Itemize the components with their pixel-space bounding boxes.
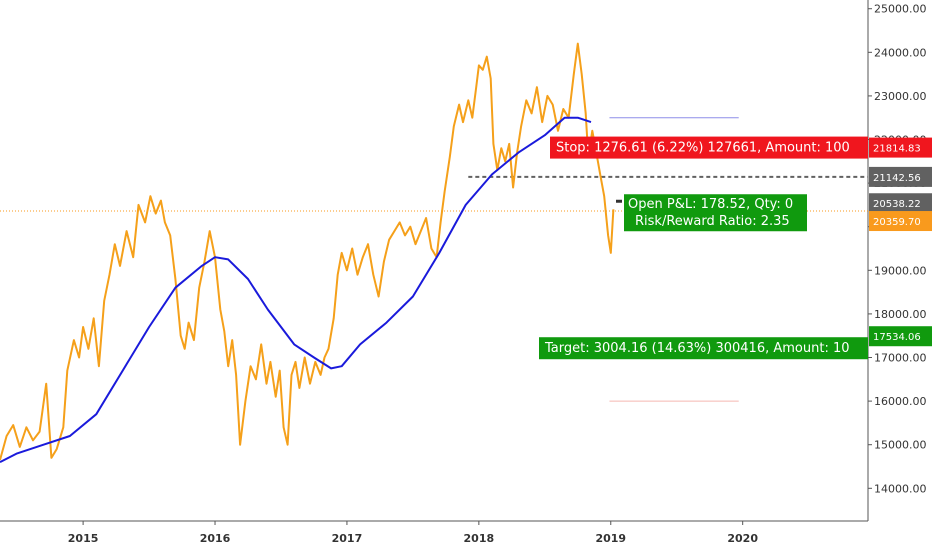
stop-price-tag-label: 21814.83	[873, 144, 921, 155]
price-series-line	[0, 42, 615, 461]
open-price-tag-label: 20538.22	[873, 199, 921, 210]
target-price-tag-label: 17534.06	[873, 332, 921, 343]
y-tick-label: 18000.00	[874, 308, 927, 321]
x-tick-label: 2018	[464, 532, 495, 545]
stop-box-text: Stop: 1276.61 (6.22%) 127661, Amount: 10…	[556, 141, 850, 156]
x-tick-label: 2015	[68, 532, 99, 545]
target-box-text: Target: 3004.16 (14.63%) 300416, Amount:…	[544, 341, 850, 356]
pnl-box	[624, 194, 807, 232]
last-price-tag-bg	[869, 211, 932, 232]
y-axis-ticks: 14000.00 15000.00 16000.00 17000.00 18000.00…	[868, 3, 927, 495]
open-price-tag-bg	[869, 193, 932, 214]
y-tick-label: 17000.00	[874, 352, 927, 365]
x-tick-label: 2020	[727, 532, 758, 545]
position-boxes: Stop: 1276.61 (6.22%) 127661, Amount: 10…	[539, 136, 868, 360]
entry-price-tag-bg	[869, 166, 932, 187]
stop-box	[550, 136, 868, 159]
x-tick-label: 2017	[332, 532, 363, 545]
y-tick-label: 24000.00	[874, 46, 927, 59]
price-tags: 21814.83 21142.56 20538.22 20359.70 17534.06	[869, 137, 932, 347]
y-tick-label: 16000.00	[874, 395, 927, 408]
moving-average-line	[0, 116, 592, 463]
target-price-tag-bg	[869, 326, 932, 347]
x-axis-ticks: 2015 2016 2017 2018 2019 2020	[68, 521, 758, 545]
entry-price-tag-label: 21142.56	[873, 173, 921, 184]
y-tick-label: 19000.00	[874, 264, 927, 277]
stop-price-tag-bg	[869, 137, 932, 158]
y-tick-label: 23000.00	[874, 90, 927, 103]
last-price-tag-label: 20359.70	[873, 217, 921, 228]
y-tick-label: 14000.00	[874, 482, 927, 495]
x-tick-label: 2019	[595, 532, 626, 545]
series-lines	[0, 42, 615, 463]
y-tick-label: 25000.00	[874, 3, 927, 16]
y-tick-label: 15000.00	[874, 439, 927, 452]
target-box	[539, 337, 868, 360]
x-tick-label: 2016	[200, 532, 231, 545]
chart-base	[0, 0, 869, 522]
pnl-text-line1: Open P&L: 178.52, Qty: 0	[628, 197, 793, 212]
pnl-text-line2: Risk/Reward Ratio: 2.35	[635, 214, 790, 229]
